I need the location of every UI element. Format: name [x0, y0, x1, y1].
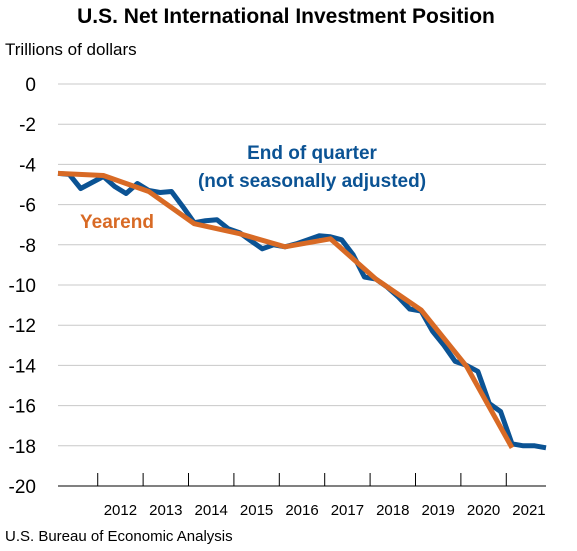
- x-tick-labels: 2012 2013 2014 2015 2016 2017 2018 2019 2020 2021: [104, 502, 546, 519]
- y-tick-labels: 0 -2 -4 -6 -8 -10 -12 -14 -16 -18 -20: [9, 75, 37, 498]
- y-axis-unit-label: Trillions of dollars: [5, 40, 137, 59]
- source-note: U.S. Bureau of Economic Analysis: [5, 528, 233, 545]
- series-line-yearend: [57, 170, 515, 450]
- y-tick-label: -20: [9, 477, 36, 498]
- x-tick-label: 2018: [376, 502, 409, 519]
- x-tick-label: 2021: [512, 502, 545, 519]
- x-tick-label: 2019: [421, 502, 454, 519]
- y-tick-label: 0: [25, 75, 36, 96]
- annotation-quarter-line1: End of quarter: [247, 143, 377, 164]
- y-tick-label: -10: [9, 276, 36, 297]
- x-axis: [58, 473, 546, 487]
- annotation-yearend: Yearend: [80, 212, 154, 233]
- x-tick-label: 2017: [331, 502, 364, 519]
- y-tick-label: -6: [19, 196, 36, 217]
- y-tick-label: -4: [19, 155, 36, 176]
- x-tick-label: 2020: [467, 502, 500, 519]
- x-tick-label: 2012: [104, 502, 137, 519]
- y-tick-label: -16: [9, 397, 36, 418]
- gridlines: [58, 83, 546, 447]
- y-tick-label: -12: [9, 316, 36, 337]
- x-tick-label: 2016: [285, 502, 318, 519]
- series-lines: [57, 170, 547, 451]
- y-tick-label: -2: [19, 115, 36, 136]
- annotation-quarter-line2: (not seasonally adjusted): [198, 171, 426, 192]
- chart-title: U.S. Net International Investment Positi…: [77, 5, 495, 28]
- x-tick-label: 2015: [240, 502, 273, 519]
- y-tick-label: -14: [9, 356, 37, 377]
- x-tick-label: 2013: [149, 502, 182, 519]
- y-tick-label: -18: [9, 437, 36, 458]
- y-tick-label: -8: [19, 236, 36, 257]
- x-tick-label: 2014: [195, 502, 228, 519]
